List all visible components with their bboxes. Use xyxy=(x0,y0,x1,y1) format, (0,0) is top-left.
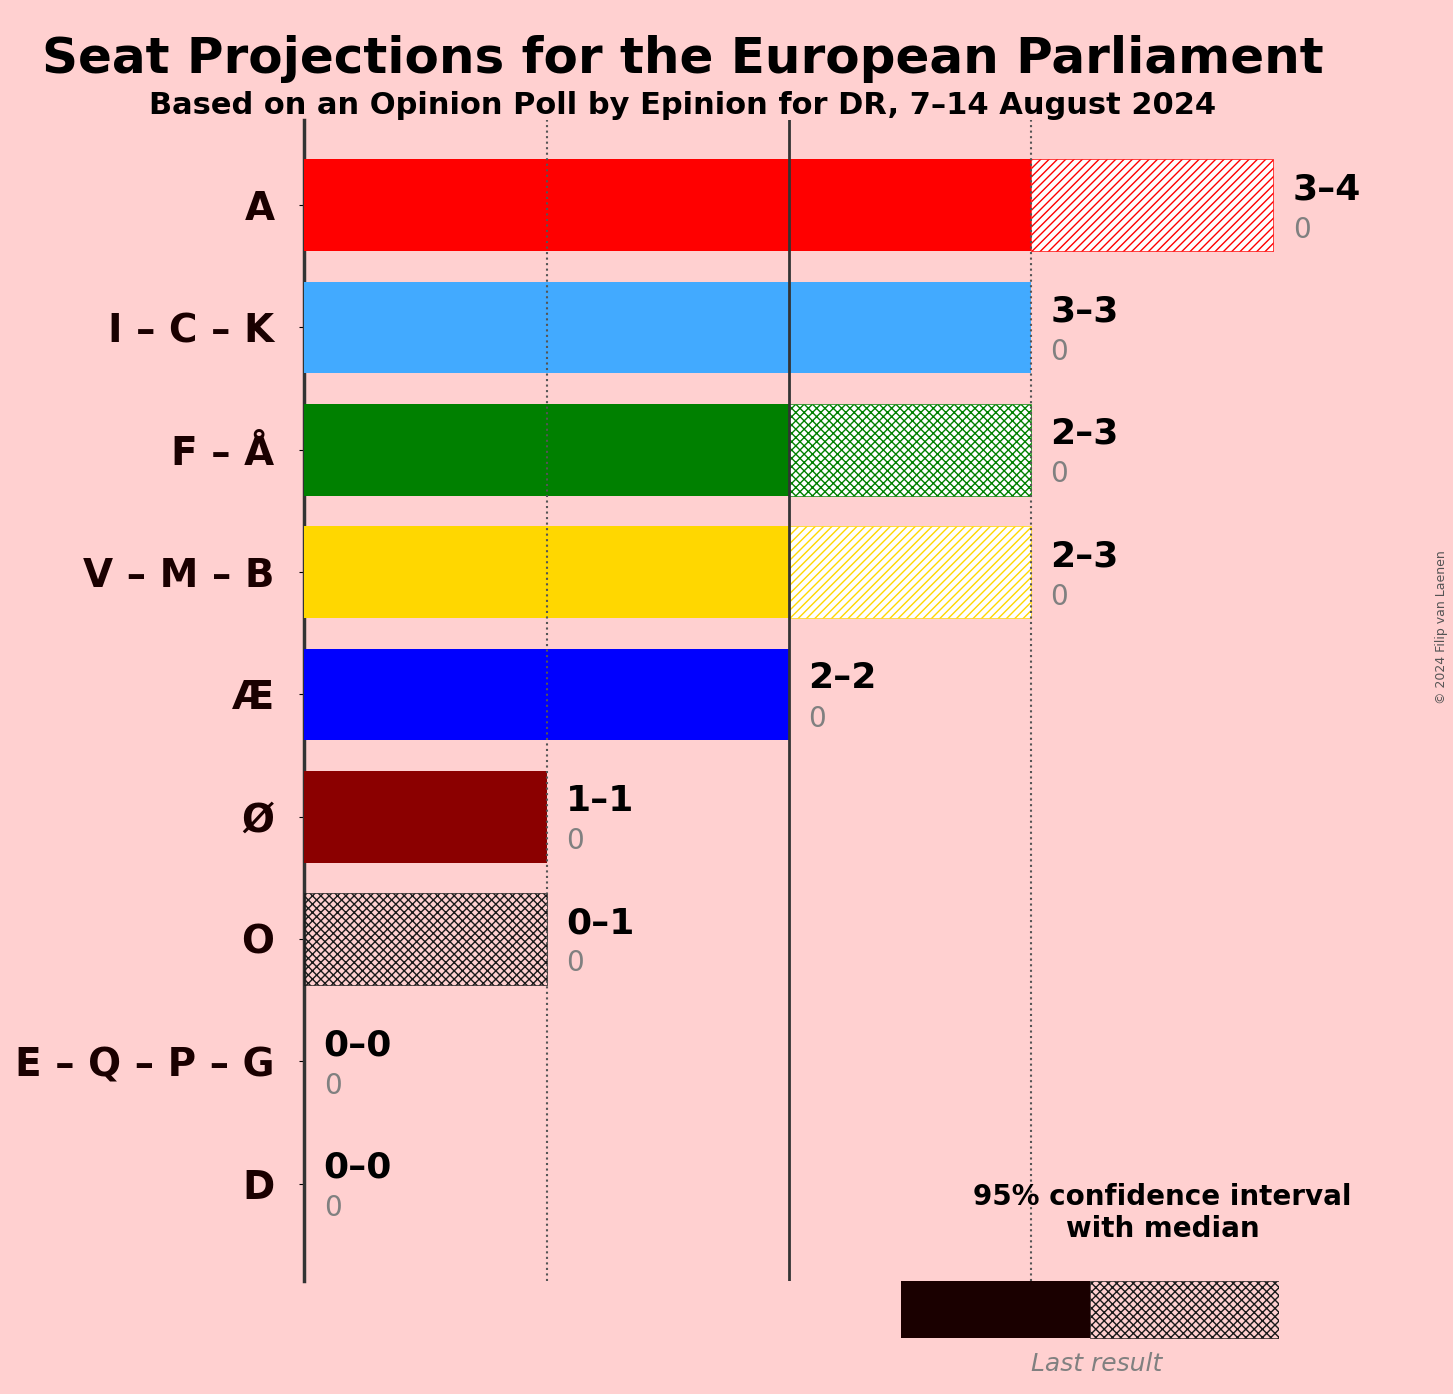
Bar xyxy=(1090,1281,1279,1338)
Text: 95% confidence interval
with median: 95% confidence interval with median xyxy=(974,1184,1351,1243)
Text: 2–3: 2–3 xyxy=(1051,539,1119,573)
Bar xyxy=(304,282,1032,374)
Text: 0: 0 xyxy=(324,1072,341,1100)
Text: 0: 0 xyxy=(1051,337,1068,365)
Bar xyxy=(789,526,1032,618)
Text: Based on an Opinion Poll by Epinion for DR, 7–14 August 2024: Based on an Opinion Poll by Epinion for … xyxy=(150,91,1216,120)
Text: Seat Projections for the European Parliament: Seat Projections for the European Parlia… xyxy=(42,35,1324,82)
Bar xyxy=(789,404,1032,496)
Bar xyxy=(304,894,546,984)
Bar xyxy=(304,648,789,740)
Text: 0: 0 xyxy=(567,827,584,855)
Text: 0: 0 xyxy=(567,949,584,977)
Bar xyxy=(901,1281,1090,1338)
Text: 0: 0 xyxy=(1293,216,1311,244)
Text: © 2024 Filip van Laenen: © 2024 Filip van Laenen xyxy=(1436,551,1447,704)
Text: 2–3: 2–3 xyxy=(1051,417,1119,450)
Text: 0: 0 xyxy=(808,705,825,733)
Bar xyxy=(304,771,546,863)
Text: 2–2: 2–2 xyxy=(808,662,876,696)
Text: 0–0: 0–0 xyxy=(324,1150,392,1185)
Text: 3–3: 3–3 xyxy=(1051,294,1119,329)
Text: 0: 0 xyxy=(1051,583,1068,611)
Bar xyxy=(304,526,789,618)
Text: 0–1: 0–1 xyxy=(567,906,635,940)
Bar xyxy=(304,159,1032,251)
Text: 1–1: 1–1 xyxy=(567,783,635,818)
Text: 3–4: 3–4 xyxy=(1293,173,1361,206)
Text: Last result: Last result xyxy=(1032,1352,1162,1376)
Text: 0: 0 xyxy=(1051,460,1068,488)
Text: 0–0: 0–0 xyxy=(324,1029,392,1062)
Bar xyxy=(1032,159,1273,251)
Bar xyxy=(304,404,789,496)
Text: 0: 0 xyxy=(324,1195,341,1223)
